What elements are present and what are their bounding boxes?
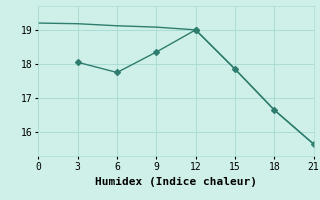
X-axis label: Humidex (Indice chaleur): Humidex (Indice chaleur)	[95, 177, 257, 187]
